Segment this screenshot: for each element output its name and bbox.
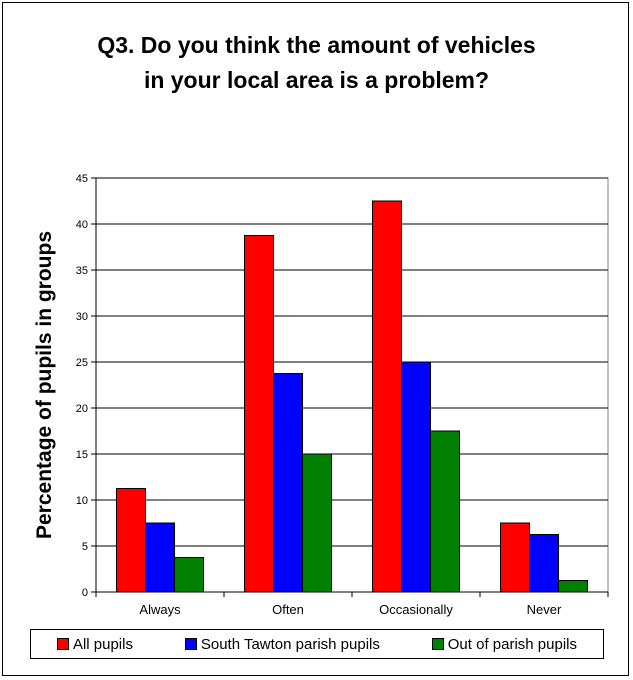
bar-occasionally-series-0 [372,200,402,593]
y-axis-label: Percentage of pupils in groups [33,231,56,539]
y-tick-label: 25 [76,357,88,369]
bar-chart: 0 5 10 15 20 25 30 35 40 45 Always Often Occasional… [33,173,609,617]
bar-often-series-2 [302,453,332,593]
bar-occasionally-series-2 [430,430,460,593]
bar-never-series-2 [558,580,588,593]
y-tick-label: 0 [82,587,88,599]
bars [116,200,588,593]
legend-item-south-tawton: South Tawton parish pupils [184,635,380,653]
chart-title-line-1: Q3. Do you think the amount of vehicles [97,32,536,58]
y-tick-label: 5 [82,541,88,553]
legend: All pupils South Tawton parish pupils Ou… [30,629,604,659]
x-tick-label: Never [527,602,562,617]
y-tick-label: 40 [76,219,88,231]
legend-swatch-south-tawton [184,638,197,650]
y-tick-label: 45 [76,173,88,185]
x-tick-label: Often [272,602,304,617]
y-tick-label: 20 [76,403,88,415]
bar-occasionally-series-1 [401,361,431,593]
bar-never-series-0 [500,522,530,593]
bar-always-series-2 [174,557,204,593]
legend-swatch-out-of-parish [431,638,444,650]
x-tick-label: Always [139,602,181,617]
bar-often-series-0 [244,235,274,593]
bar-never-series-1 [529,534,559,593]
gridlines [96,177,608,547]
bar-often-series-1 [273,373,303,593]
legend-label-south-tawton: South Tawton parish pupils [200,635,380,653]
y-tick-label: 35 [76,265,88,277]
legend-label-out-of-parish: Out of parish pupils [447,635,578,653]
y-axis-ticks: 0 5 10 15 20 25 30 35 40 45 [76,173,96,599]
y-tick-label: 30 [76,311,88,323]
bar-always-series-0 [116,488,146,593]
legend-item-out-of-parish: Out of parish pupils [431,635,578,653]
y-tick-label: 15 [76,449,88,461]
chart-title: Q3. Do you think the amount of vehicles … [0,28,633,98]
legend-item-all-pupils: All pupils [56,635,133,653]
legend-label-all-pupils: All pupils [72,635,133,653]
bar-always-series-1 [145,522,175,593]
chart-title-line-2: in your local area is a problem? [143,67,490,93]
x-axis-ticks: Always Often Occasionally Never [95,592,609,617]
x-tick-label: Occasionally [379,602,453,617]
legend-swatch-all-pupils [56,638,69,650]
y-tick-label: 10 [76,495,88,507]
